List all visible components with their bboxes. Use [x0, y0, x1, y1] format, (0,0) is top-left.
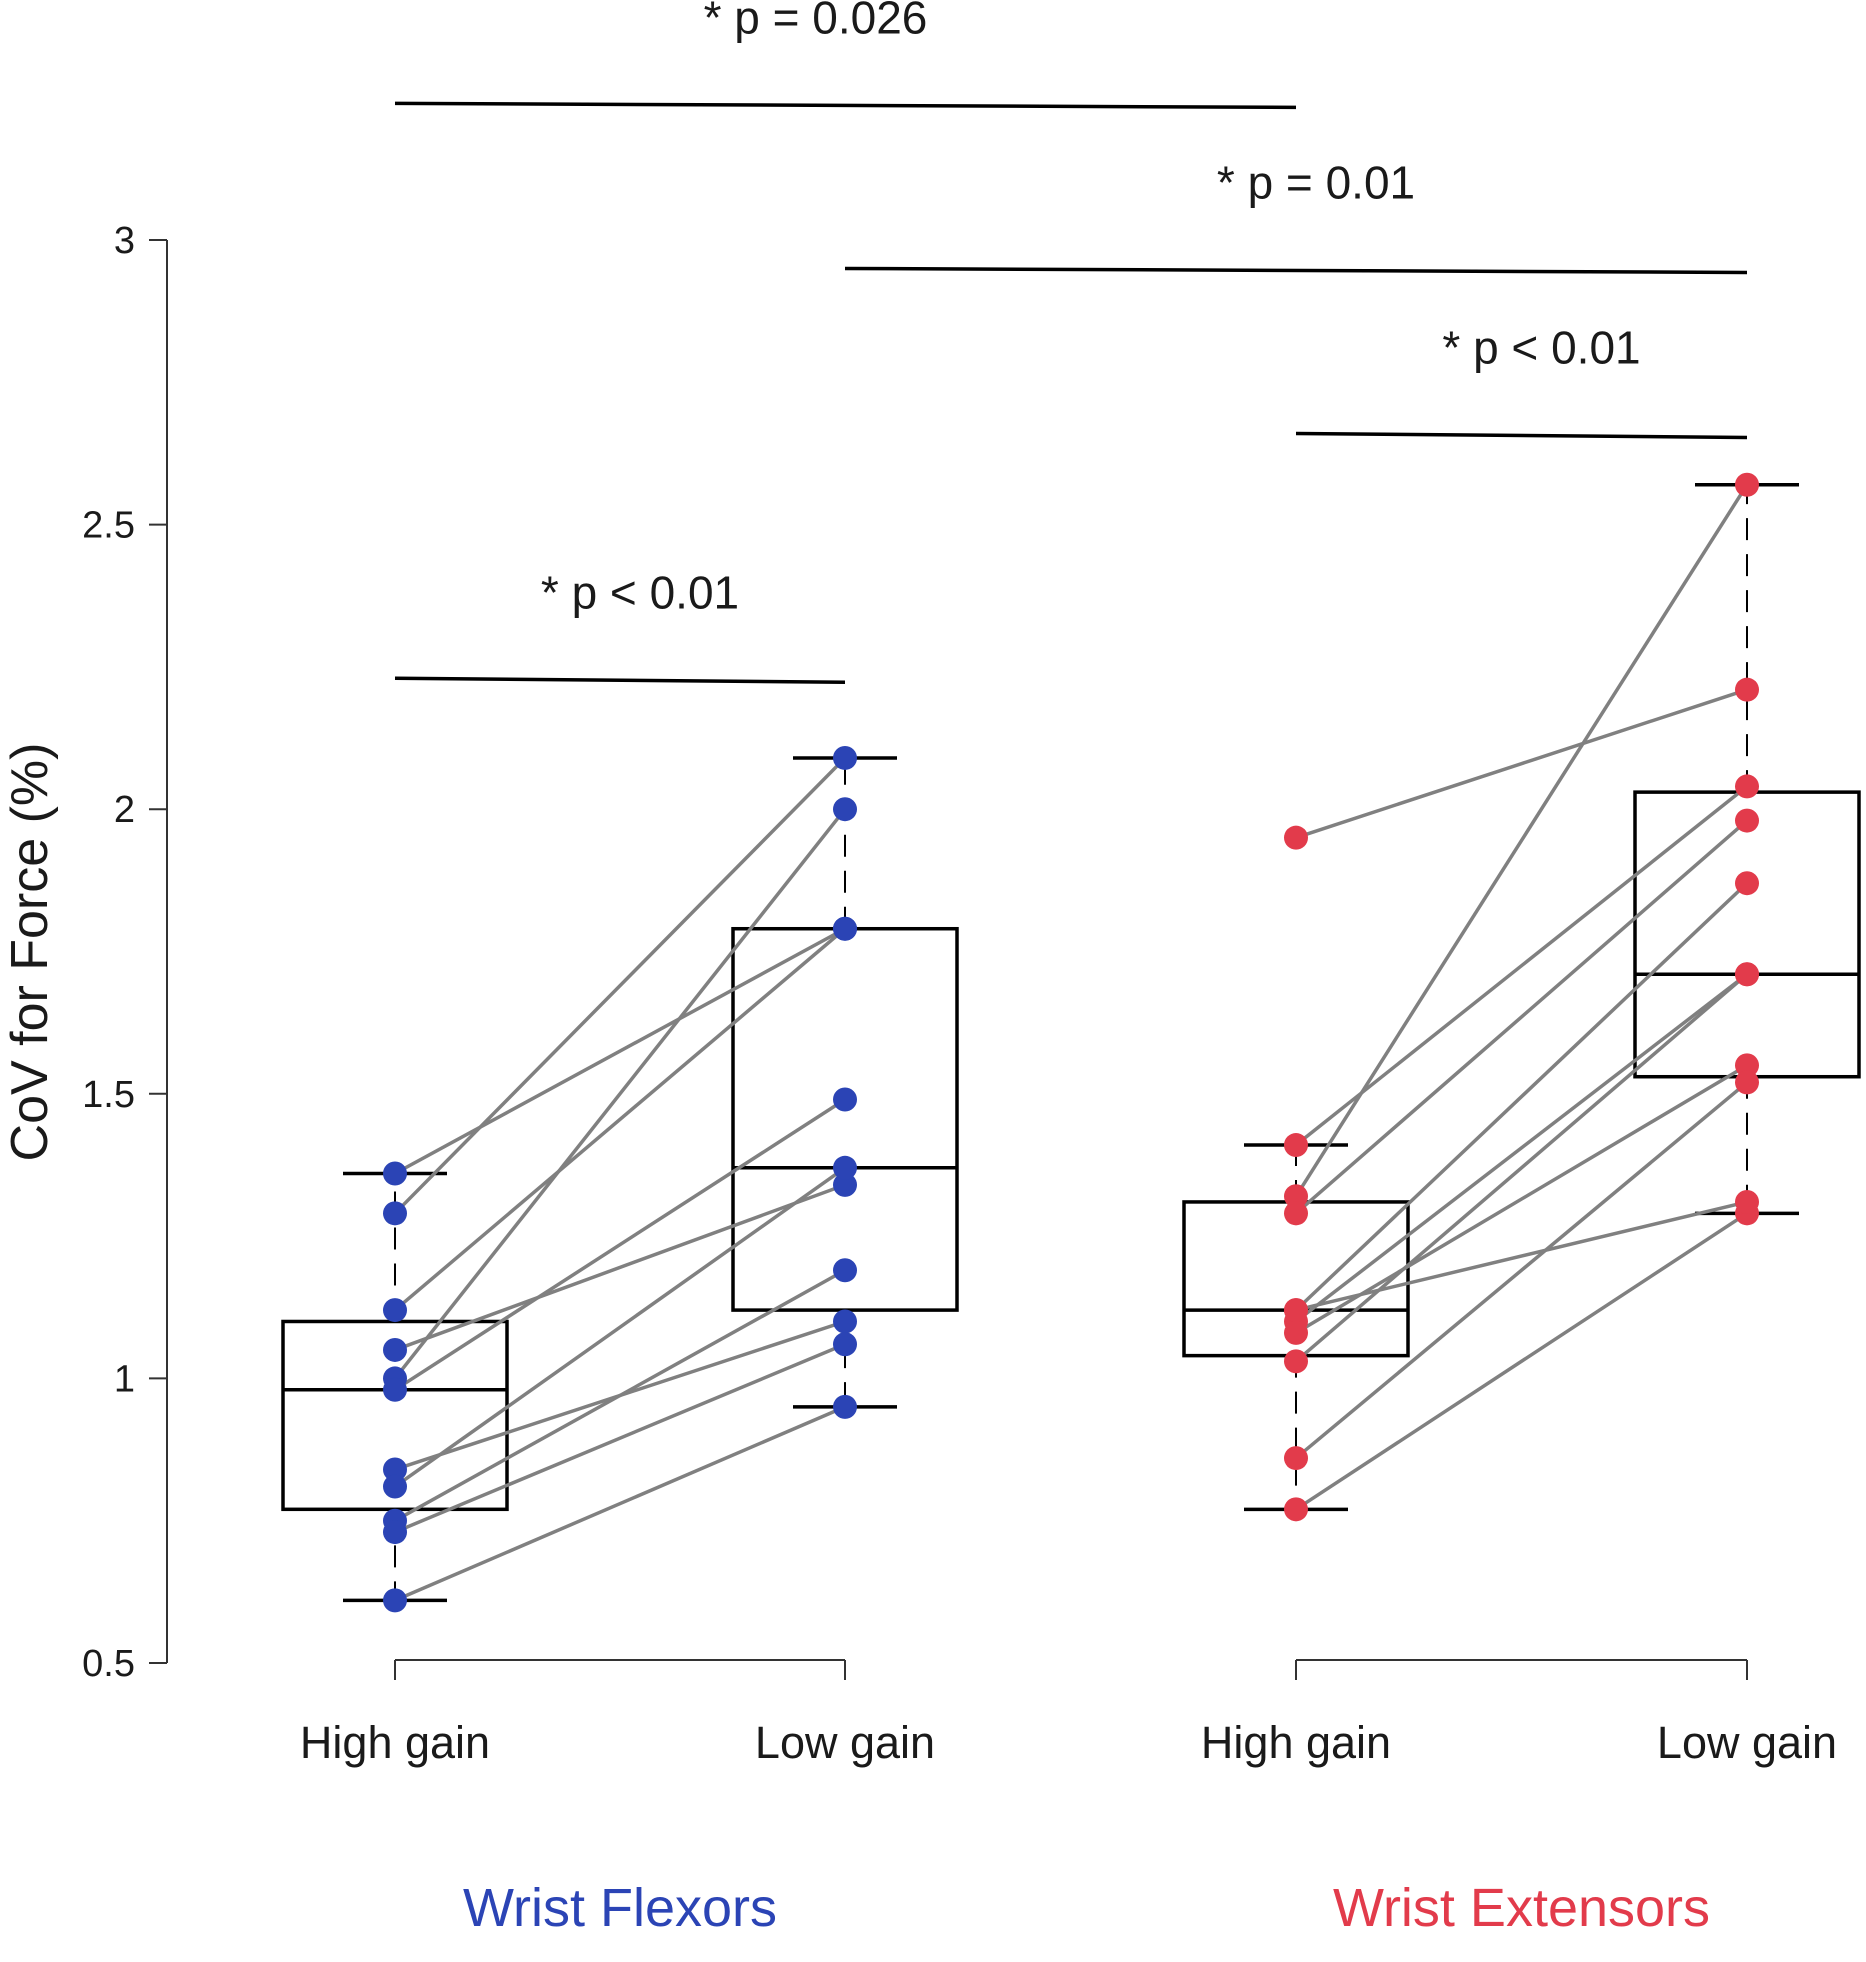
- y-tick-label: 1.5: [82, 1074, 135, 1116]
- data-point: [1284, 1320, 1308, 1345]
- pair-line: [393, 756, 847, 1215]
- group-label: Wrist Extensors: [1333, 1878, 1710, 1938]
- group-label: Wrist Flexors: [463, 1878, 777, 1938]
- significance-label: * p = 0.026: [704, 0, 928, 43]
- data-point: [1735, 774, 1759, 799]
- significance-bar: [394, 676, 846, 685]
- significance-bar: [844, 266, 1748, 275]
- data-point: [1284, 1446, 1308, 1471]
- pair-line: [1294, 819, 1749, 1215]
- boxes: [281, 483, 1861, 1603]
- significance-label: * p < 0.01: [541, 566, 739, 618]
- pair-line: [394, 1342, 846, 1534]
- data-point: [833, 1172, 857, 1197]
- data-point: [1735, 1189, 1759, 1214]
- data-point: [1735, 871, 1759, 896]
- x-tick-label: High gain: [300, 1717, 490, 1768]
- x-tick-label: Low gain: [755, 1717, 935, 1768]
- y-axis-label: CoV for Force (%): [1, 743, 59, 1162]
- pair-line: [394, 1268, 846, 1523]
- data-point: [383, 1161, 407, 1186]
- data-point: [833, 745, 857, 770]
- significance-label: * p = 0.01: [1217, 156, 1415, 208]
- pair-line: [1294, 483, 1749, 1198]
- data-point: [383, 1377, 407, 1402]
- data-point: [1284, 1184, 1308, 1209]
- pair-line: [1295, 688, 1748, 840]
- data-point: [833, 1332, 857, 1357]
- data-point: [383, 1201, 407, 1226]
- significance-bar: [1295, 431, 1748, 440]
- data-point: [1735, 1053, 1759, 1078]
- pair-line: [1295, 1211, 1748, 1511]
- data-point: [833, 916, 857, 941]
- pair-line: [393, 927, 847, 1312]
- data-point: [833, 1258, 857, 1283]
- data-point: [1284, 1349, 1308, 1374]
- pair-line: [393, 808, 847, 1380]
- iqr-box: [731, 926, 959, 1312]
- data-point: [833, 1394, 857, 1419]
- data-point: [1735, 677, 1759, 702]
- pair-line: [1294, 785, 1749, 1147]
- data-points: [383, 472, 1759, 1613]
- data-point: [383, 1520, 407, 1545]
- data-point: [383, 1457, 407, 1482]
- significance-annotations: * p < 0.01 * p < 0.01 * p = 0.01 * p = 0.02…: [394, 0, 1748, 685]
- pair-line: [394, 1405, 846, 1602]
- pair-line: [394, 927, 846, 1176]
- pair-line: [1294, 1081, 1749, 1460]
- y-tick-label: 1: [114, 1358, 135, 1400]
- significance-label: * p < 0.01: [1442, 322, 1640, 374]
- data-point: [833, 1155, 857, 1180]
- y-axis: 0.5 1 1.5 2 2.5 3: [82, 220, 168, 1685]
- y-tick-label: 0.5: [82, 1643, 135, 1685]
- y-tick-label: 2.5: [82, 505, 135, 547]
- data-point: [1735, 1070, 1759, 1095]
- data-point: [1284, 1133, 1308, 1158]
- y-tick-label: 2: [114, 789, 135, 831]
- data-point: [383, 1588, 407, 1613]
- pair-line: [1295, 1063, 1748, 1335]
- y-tick-label: 3: [114, 220, 135, 262]
- pair-line: [394, 1183, 846, 1352]
- data-point: [383, 1474, 407, 1499]
- data-point: [1284, 1201, 1308, 1226]
- data-point: [833, 1087, 857, 1112]
- data-point: [1284, 1298, 1308, 1323]
- x-tick-label: High gain: [1201, 1717, 1391, 1768]
- pair-line: [1294, 972, 1749, 1363]
- data-point: [1735, 808, 1759, 833]
- data-point: [1735, 962, 1759, 987]
- pair-line: [1294, 972, 1749, 1323]
- data-point: [1284, 1497, 1308, 1522]
- pair-line: [394, 1098, 846, 1392]
- pair-line: [1294, 881, 1749, 1312]
- data-point: [1735, 472, 1759, 497]
- data-point: [1284, 825, 1308, 850]
- pair-line: [1295, 1200, 1748, 1312]
- data-point: [383, 1298, 407, 1323]
- x-axis: High gain Low gain Wrist Flexors High gain L…: [300, 1659, 1837, 1938]
- data-point: [383, 1337, 407, 1362]
- paired-lines: [393, 483, 1749, 1602]
- significance-bar: [394, 101, 1297, 110]
- pair-line: [393, 1166, 847, 1488]
- y-axis-label-group: CoV for Force (%): [1, 743, 59, 1162]
- data-point: [833, 797, 857, 822]
- data-point: [833, 1309, 857, 1334]
- x-tick-label: Low gain: [1657, 1717, 1837, 1768]
